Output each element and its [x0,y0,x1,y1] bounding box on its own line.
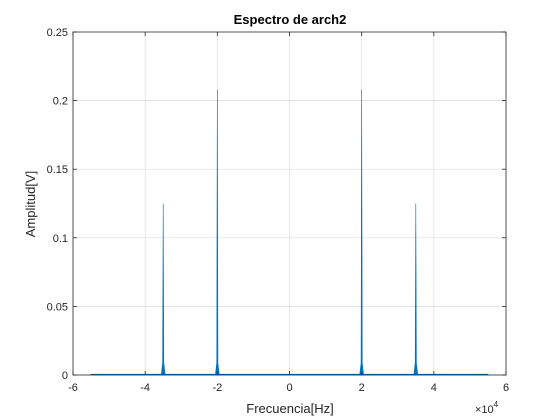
x-tick-label: -6 [68,382,78,394]
y-axis-label: Amplitud[V] [23,171,38,237]
x-axis-multiplier: ×104 [475,400,499,416]
y-tick-label: 0.1 [53,233,68,245]
y-tick-label: 0.15 [47,164,68,176]
y-tick-labels: 0 0.05 0.1 0.15 0.2 0.25 [47,27,68,382]
x-axis-multiplier-base: ×10 [475,404,494,416]
x-tick-label: 0 [286,382,292,394]
y-tick-label: 0.25 [47,27,68,39]
x-tick-labels: -6 -4 -2 0 2 4 6 [68,382,509,394]
y-tick-label: 0 [62,370,68,382]
x-axis-multiplier-exponent: 4 [494,400,499,409]
x-tick-label: -4 [140,382,150,394]
x-tick-label: 4 [431,382,437,394]
x-axis-label: Frecuencia[Hz] [246,401,333,416]
x-tick-label: 2 [359,382,365,394]
y-tick-label: 0.05 [47,301,68,313]
chart-title: Espectro de arch2 [234,12,347,27]
y-tick-label: 0.2 [53,96,68,108]
x-tick-label: -2 [212,382,222,394]
x-tick-label: 6 [503,382,509,394]
axis-ticks [72,31,507,376]
